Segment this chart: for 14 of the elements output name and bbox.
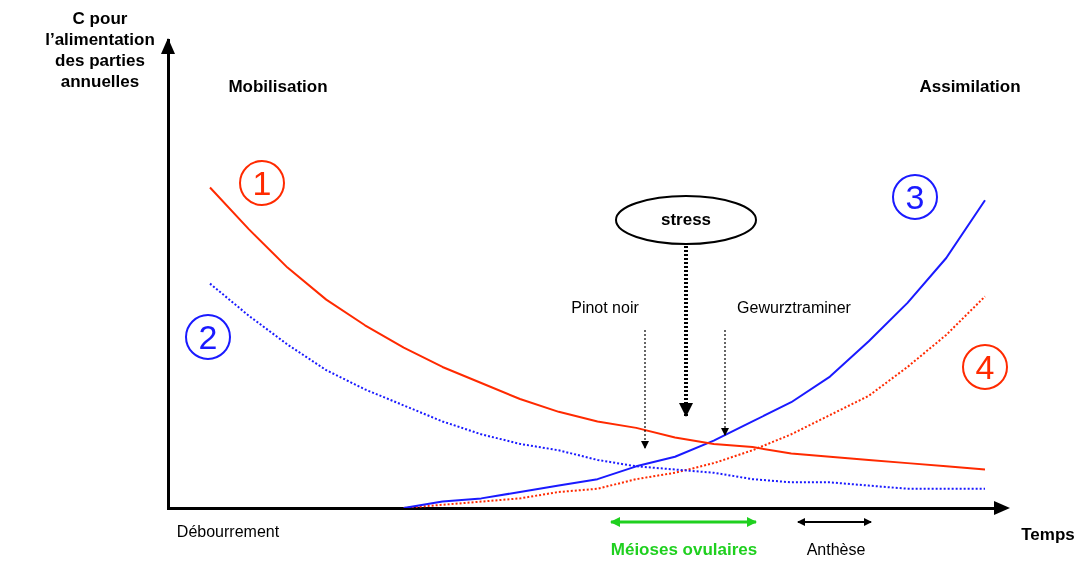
annotation: Gewurztraminer xyxy=(737,299,851,317)
text: Méioses ovulaires xyxy=(610,540,758,560)
text: Anthèse xyxy=(806,541,866,559)
annotation: stress xyxy=(660,210,712,230)
series-label: 4 xyxy=(962,344,1008,390)
annotation: Pinot noir xyxy=(571,299,639,317)
text: Débourrement xyxy=(176,523,280,541)
x-axis-title: Temps xyxy=(1021,525,1075,545)
text: Assimilation xyxy=(919,77,1021,97)
series-label: 3 xyxy=(892,174,938,220)
text: Mobilisation xyxy=(228,77,328,97)
series-label: 1 xyxy=(239,160,285,206)
series-label: 2 xyxy=(185,314,231,360)
text: C pour l’alimentation des parties annuelles xyxy=(44,8,156,92)
